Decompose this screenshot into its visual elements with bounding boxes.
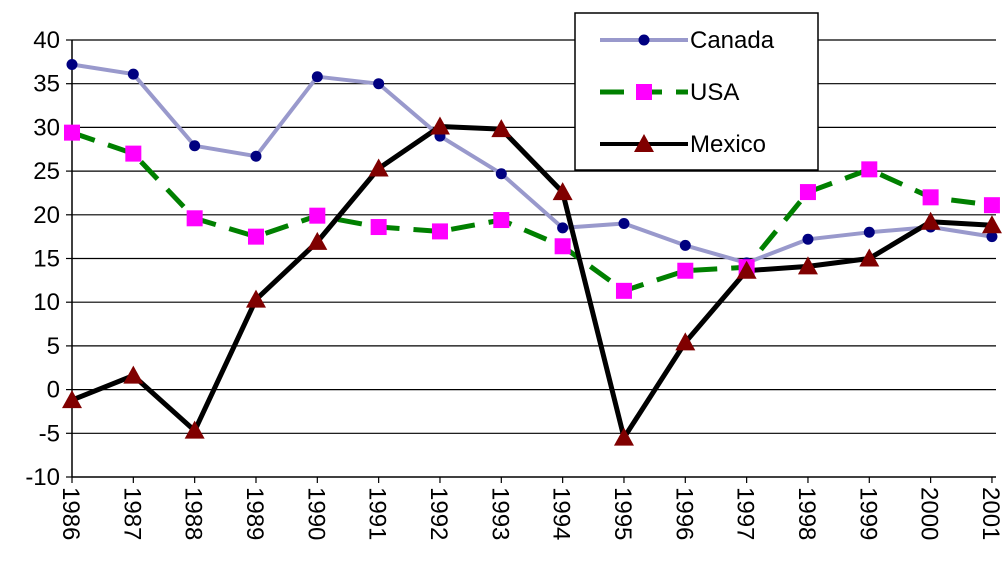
legend: Canada USA Mexico bbox=[574, 12, 819, 171]
legend-marker bbox=[638, 34, 650, 46]
data-point-mexico bbox=[736, 260, 757, 279]
data-point-mexico bbox=[797, 256, 818, 275]
data-point-mexico bbox=[491, 119, 512, 138]
data-point-canada bbox=[373, 78, 385, 90]
data-point-canada bbox=[250, 150, 262, 162]
y-tick-labels: 40 35 30 25 20 15 10 5 0 -5 -10 bbox=[25, 27, 60, 491]
y-tick-label: 25 bbox=[33, 158, 60, 185]
series-markers bbox=[62, 58, 1002, 446]
data-point-canada bbox=[66, 58, 78, 70]
y-tick-label: 10 bbox=[33, 289, 60, 316]
data-point-canada bbox=[311, 71, 323, 83]
y-tick-label: 5 bbox=[47, 333, 60, 360]
series-lines bbox=[71, 62, 993, 441]
x-tick-label: 2000 bbox=[916, 487, 943, 540]
legend-item-canada: Canada bbox=[600, 27, 775, 54]
gridlines bbox=[66, 39, 996, 478]
x-tick-label: 1994 bbox=[548, 487, 575, 540]
x-tick-label: 1989 bbox=[241, 487, 268, 540]
data-point-canada bbox=[557, 222, 569, 234]
data-point-usa bbox=[615, 282, 632, 299]
data-point-usa bbox=[677, 262, 694, 279]
y-tick-label: 35 bbox=[33, 71, 60, 98]
data-point-usa bbox=[554, 238, 571, 255]
legend-label: USA bbox=[690, 79, 739, 106]
data-point-mexico bbox=[307, 231, 328, 250]
data-point-mexico bbox=[123, 365, 144, 384]
legend-marker bbox=[636, 84, 652, 100]
x-tick-label: 1996 bbox=[670, 487, 697, 540]
x-tick-label: 1986 bbox=[57, 487, 84, 540]
data-point-usa bbox=[370, 219, 387, 236]
data-point-canada bbox=[189, 140, 201, 152]
x-tick-label: 1992 bbox=[425, 487, 452, 540]
x-tick-label: 1988 bbox=[180, 487, 207, 540]
data-point-mexico bbox=[184, 420, 205, 439]
data-point-canada bbox=[802, 233, 814, 245]
data-point-canada bbox=[618, 218, 630, 230]
data-point-canada bbox=[127, 68, 139, 80]
data-point-usa bbox=[431, 223, 448, 240]
data-point-mexico bbox=[429, 116, 450, 135]
data-point-usa bbox=[125, 145, 142, 162]
legend-item-usa: USA bbox=[600, 79, 739, 106]
data-point-canada bbox=[986, 231, 998, 243]
x-tick-label: 1997 bbox=[732, 487, 759, 540]
data-point-mexico bbox=[368, 158, 389, 177]
x-tick-label: 1998 bbox=[793, 487, 820, 540]
y-tick-label: 15 bbox=[33, 246, 60, 273]
x-tick-label: 1993 bbox=[486, 487, 513, 540]
y-tick-label: 40 bbox=[33, 27, 60, 54]
legend-item-mexico: Mexico bbox=[600, 131, 766, 158]
legend-marker bbox=[634, 134, 654, 152]
y-tick-label: 20 bbox=[33, 202, 60, 229]
data-point-mexico bbox=[675, 332, 696, 351]
data-point-mexico bbox=[920, 211, 941, 230]
x-tick-label: 2001 bbox=[977, 487, 1004, 540]
data-point-canada bbox=[495, 168, 507, 180]
data-point-usa bbox=[799, 184, 816, 201]
data-point-canada bbox=[679, 239, 691, 251]
data-point-usa bbox=[861, 161, 878, 178]
y-tick-label: -5 bbox=[39, 420, 60, 447]
legend-label: Canada bbox=[690, 27, 775, 54]
data-point-mexico bbox=[62, 390, 82, 409]
data-point-usa bbox=[186, 210, 203, 227]
series-line-canada bbox=[71, 62, 993, 265]
data-point-usa bbox=[493, 212, 510, 229]
legend-label: Mexico bbox=[690, 131, 766, 158]
data-point-usa bbox=[309, 207, 326, 224]
y-tick-label: -10 bbox=[25, 464, 60, 491]
x-tick-label: 1987 bbox=[118, 487, 145, 540]
data-point-usa bbox=[64, 124, 80, 141]
x-tick-label: 1990 bbox=[302, 487, 329, 540]
data-point-usa bbox=[922, 189, 939, 206]
data-point-usa bbox=[247, 228, 264, 245]
data-point-mexico bbox=[613, 427, 634, 446]
x-tick-labels: 1986 1987 1988 1989 1990 1991 1992 1993 1994 1995… bbox=[57, 477, 1004, 540]
x-tick-label: 1995 bbox=[609, 487, 636, 540]
x-tick-label: 1999 bbox=[854, 487, 881, 540]
data-point-canada bbox=[863, 226, 875, 238]
data-point-mexico bbox=[245, 289, 266, 308]
data-point-mexico bbox=[859, 248, 880, 267]
data-point-mexico bbox=[981, 215, 1002, 234]
data-point-mexico bbox=[552, 182, 573, 201]
series-line-mexico bbox=[71, 124, 993, 441]
y-tick-label: 0 bbox=[47, 377, 60, 404]
y-tick-label: 30 bbox=[33, 114, 60, 141]
data-point-usa bbox=[983, 197, 1000, 214]
series-line-usa bbox=[71, 130, 993, 294]
x-tick-label: 1991 bbox=[364, 487, 391, 540]
